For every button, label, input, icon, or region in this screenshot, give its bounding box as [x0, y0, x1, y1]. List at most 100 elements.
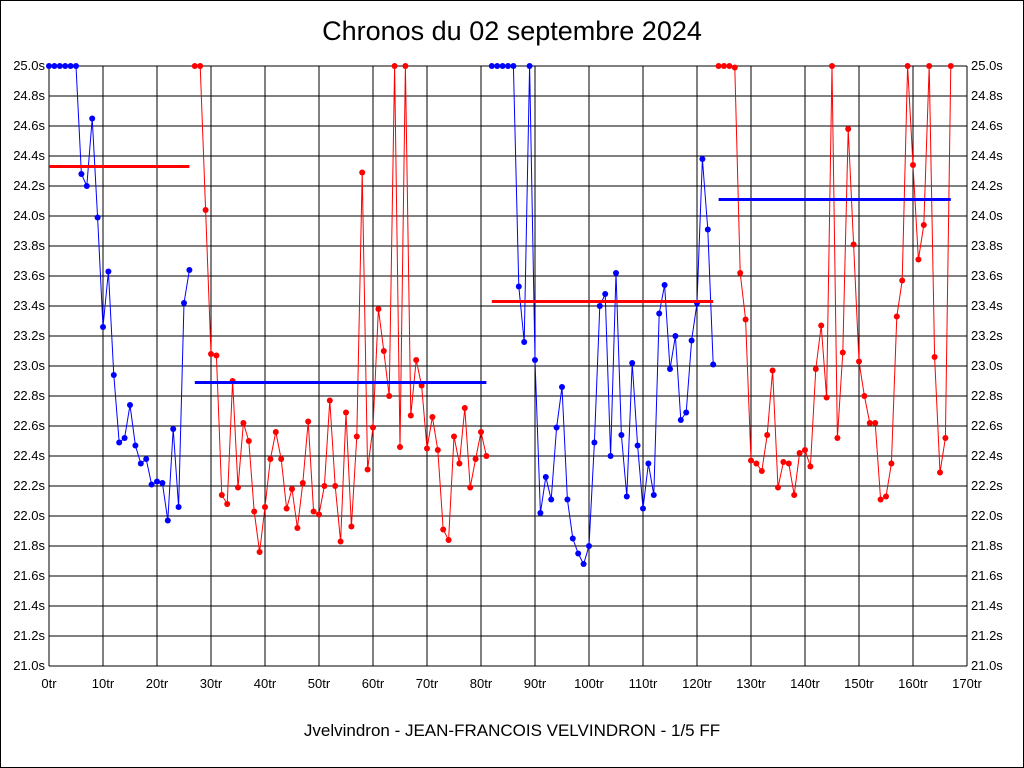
data-point [748, 457, 754, 464]
data-point [251, 508, 258, 515]
data-point [526, 63, 533, 69]
x-tick-label: 70tr [416, 676, 439, 691]
y-tick-label-left: 23.8s [13, 238, 45, 253]
y-tick-label-right: 24.0s [971, 208, 1003, 223]
data-point [834, 435, 841, 441]
data-point [688, 337, 695, 344]
data-point [461, 405, 468, 411]
x-tick-label: 140tr [790, 676, 820, 691]
data-point [591, 439, 598, 446]
data-point [407, 412, 414, 419]
data-point [634, 442, 641, 449]
y-tick-label-left: 25.0s [13, 58, 45, 73]
data-point [915, 256, 922, 263]
data-point [278, 456, 285, 462]
x-tick-label: 20tr [146, 676, 169, 691]
data-point [100, 324, 106, 330]
data-point [440, 526, 447, 533]
x-tick-label: 130tr [736, 676, 766, 691]
data-point [267, 456, 274, 462]
x-tick-label: 160tr [898, 676, 928, 691]
data-point [386, 393, 393, 399]
y-tick-label-right: 22.6s [971, 418, 1003, 433]
data-point [245, 438, 252, 444]
y-tick-label-right: 22.2s [971, 478, 1003, 493]
data-point [348, 523, 355, 530]
y-tick-label-left: 23.2s [13, 328, 45, 343]
data-point [931, 354, 938, 360]
data-point [899, 277, 906, 284]
x-tick-label: 120tr [682, 676, 712, 691]
data-point [402, 63, 409, 69]
data-point [569, 535, 576, 542]
data-point [602, 291, 609, 297]
data-point [224, 501, 231, 507]
data-point [110, 372, 117, 378]
y-tick-label-right: 21.4s [971, 598, 1003, 613]
data-point [105, 268, 112, 275]
data-point [256, 549, 263, 555]
data-point [370, 424, 376, 431]
data-point [445, 537, 452, 543]
data-point [51, 63, 58, 69]
data-point [683, 409, 690, 416]
data-point [893, 313, 900, 320]
x-tick-label: 30tr [200, 676, 223, 691]
data-point [332, 483, 339, 489]
x-tick-label: 100tr [574, 676, 604, 691]
data-point [337, 538, 344, 545]
data-point [796, 450, 803, 456]
data-point [856, 358, 862, 365]
data-point [202, 207, 209, 213]
series-line-3 [491, 65, 714, 566]
y-tick-label-left: 22.0s [13, 508, 45, 523]
y-tick-label-right: 23.4s [971, 298, 1003, 313]
data-point [888, 460, 895, 467]
y-tick-label-left: 21.6s [13, 568, 45, 583]
data-point [397, 444, 403, 450]
data-point [483, 453, 490, 459]
series-line-2 [194, 65, 487, 553]
data-point [89, 115, 96, 122]
y-tick-label-left: 23.4s [13, 298, 45, 313]
data-point [942, 435, 949, 441]
data-point [208, 351, 214, 357]
x-tick-label: 50tr [308, 676, 331, 691]
y-tick-label-left: 24.4s [13, 148, 45, 163]
x-tick-label: 110tr [629, 676, 658, 691]
data-point [240, 420, 247, 426]
y-tick-label-left: 22.8s [13, 388, 45, 403]
data-point [316, 511, 322, 518]
data-point [94, 214, 101, 221]
data-point [391, 63, 398, 69]
data-point [380, 348, 387, 354]
data-point [154, 478, 160, 485]
data-point [424, 445, 430, 452]
data-point [143, 456, 150, 462]
data-point [726, 63, 733, 69]
data-point [872, 420, 879, 426]
data-point [769, 367, 776, 374]
data-point [607, 453, 614, 459]
data-point [510, 63, 517, 69]
data-point [596, 303, 603, 309]
chart-footer: Jvelvindron - JEAN-FRANCOIS VELVINDRON -… [303, 721, 721, 740]
series-line-1 [49, 65, 190, 521]
data-point [920, 222, 927, 228]
x-tick-label: 10tr [92, 676, 115, 691]
x-tick-label: 40tr [254, 676, 277, 691]
data-point [137, 460, 144, 467]
data-point [742, 316, 749, 323]
data-point [866, 420, 873, 426]
data-point [494, 63, 501, 69]
y-tick-label-left: 23.6s [13, 268, 45, 283]
data-point [451, 433, 457, 440]
data-point [785, 460, 792, 467]
y-tick-label-right: 21.2s [971, 628, 1003, 643]
data-point [937, 469, 943, 476]
y-tick-label-left: 24.2s [13, 178, 45, 193]
data-point [299, 480, 306, 486]
data-point [850, 241, 857, 248]
data-point [121, 435, 128, 441]
data-point [413, 357, 420, 363]
